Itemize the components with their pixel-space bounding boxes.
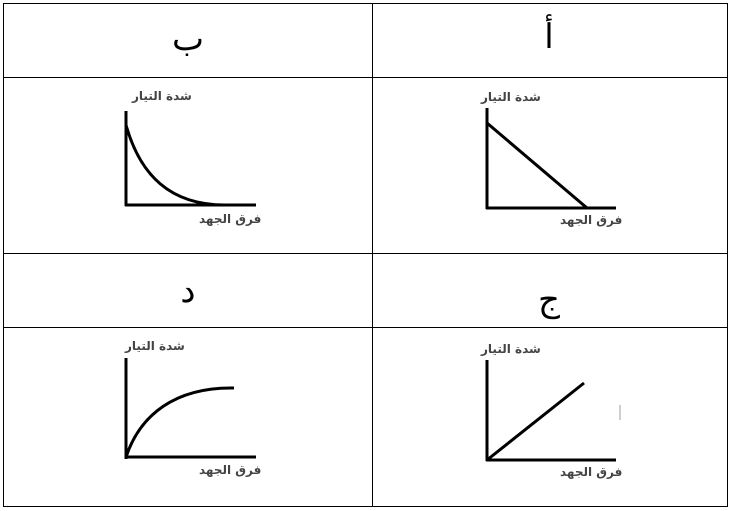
option-letter-a: أ — [544, 17, 554, 57]
row-divider — [4, 77, 727, 78]
graph-a-ylabel: شدة التيار — [481, 90, 541, 104]
graph-b-curve — [124, 124, 226, 207]
option-letter-b: ب — [171, 19, 204, 59]
row-divider — [4, 253, 727, 254]
graph-b-xlabel: فرق الجهد — [199, 212, 262, 226]
column-divider — [372, 4, 373, 506]
graph-d-axes — [124, 358, 256, 459]
options-table — [3, 3, 728, 507]
graph-a-line — [486, 121, 588, 210]
graph-d-xlabel: فرق الجهد — [199, 463, 262, 477]
graph-c-axes — [485, 360, 616, 462]
graph-d-curve — [124, 386, 235, 458]
option-letter-c: ج — [538, 280, 560, 320]
graph-b-ylabel: شدة التيار — [132, 89, 192, 103]
graph-c-xlabel: فرق الجهد — [560, 465, 623, 479]
graph-c-ylabel: شدة التيار — [481, 342, 541, 356]
graph-a-xlabel: فرق الجهد — [560, 213, 623, 227]
option-letter-d: د — [180, 271, 196, 311]
graph-d-ylabel: شدة التيار — [125, 339, 185, 353]
row-divider — [4, 327, 727, 328]
graph-c-line — [486, 381, 585, 462]
